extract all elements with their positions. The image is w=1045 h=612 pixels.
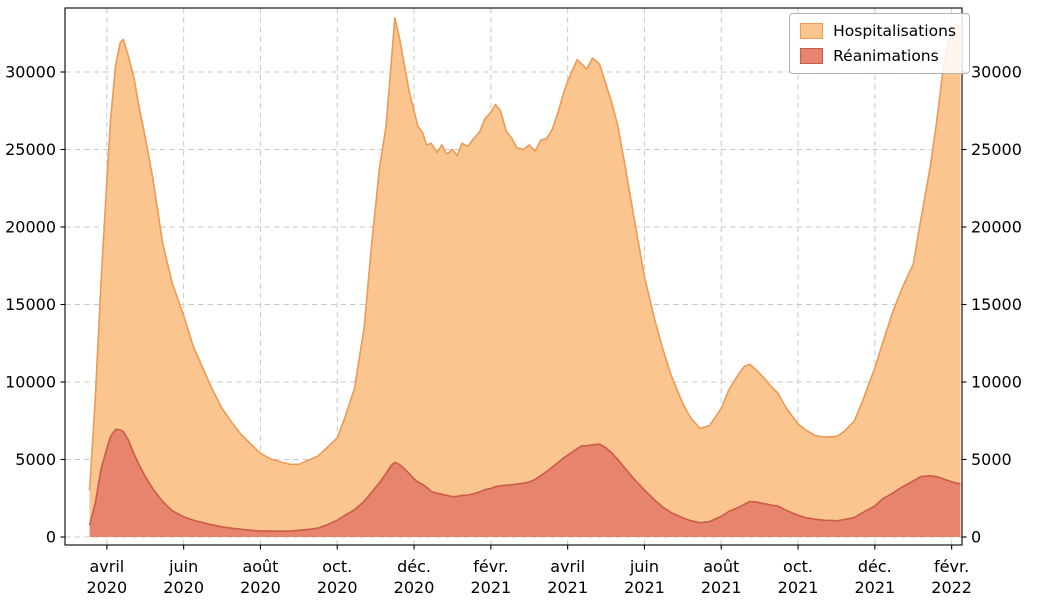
svg-text:oct.: oct. (783, 557, 813, 576)
svg-text:févr.: févr. (473, 557, 508, 576)
svg-text:juin: juin (168, 557, 198, 576)
svg-text:avril: avril (550, 557, 585, 576)
svg-text:déc.: déc. (397, 557, 431, 576)
svg-text:2020: 2020 (394, 578, 435, 597)
svg-text:2021: 2021 (547, 578, 588, 597)
legend-label-reanimations: Réanimations (833, 47, 939, 65)
svg-text:10000: 10000 (5, 373, 56, 392)
svg-text:2021: 2021 (470, 578, 511, 597)
svg-text:30000: 30000 (5, 63, 56, 82)
svg-text:2021: 2021 (624, 578, 665, 597)
svg-text:30000: 30000 (971, 63, 1022, 82)
svg-text:août: août (242, 557, 278, 576)
svg-text:2022: 2022 (931, 578, 972, 597)
legend-item-hospitalisations: Hospitalisations (800, 22, 956, 40)
svg-text:25000: 25000 (971, 140, 1022, 159)
svg-text:avril: avril (89, 557, 124, 576)
legend-label-hospitalisations: Hospitalisations (833, 22, 956, 40)
svg-text:2020: 2020 (86, 578, 127, 597)
svg-text:2020: 2020 (317, 578, 358, 597)
svg-text:août: août (703, 557, 739, 576)
svg-text:0: 0 (46, 528, 56, 547)
svg-text:15000: 15000 (971, 295, 1022, 314)
svg-text:2021: 2021 (701, 578, 742, 597)
svg-text:10000: 10000 (971, 373, 1022, 392)
svg-text:2020: 2020 (163, 578, 204, 597)
svg-text:5000: 5000 (15, 450, 56, 469)
svg-text:févr.: févr. (934, 557, 969, 576)
svg-text:5000: 5000 (971, 450, 1012, 469)
svg-text:2021: 2021 (778, 578, 819, 597)
svg-text:15000: 15000 (5, 295, 56, 314)
reanimations-swatch (800, 48, 824, 64)
legend-item-reanimations: Réanimations (800, 47, 956, 65)
svg-text:déc.: déc. (858, 557, 892, 576)
svg-text:2020: 2020 (240, 578, 281, 597)
svg-text:0: 0 (971, 528, 981, 547)
hospitalisations-swatch (800, 23, 824, 39)
legend: Hospitalisations Réanimations (789, 13, 970, 74)
svg-text:25000: 25000 (5, 140, 56, 159)
svg-text:2021: 2021 (854, 578, 895, 597)
svg-text:20000: 20000 (5, 218, 56, 237)
svg-text:20000: 20000 (971, 218, 1022, 237)
svg-text:oct.: oct. (322, 557, 352, 576)
svg-text:juin: juin (629, 557, 659, 576)
